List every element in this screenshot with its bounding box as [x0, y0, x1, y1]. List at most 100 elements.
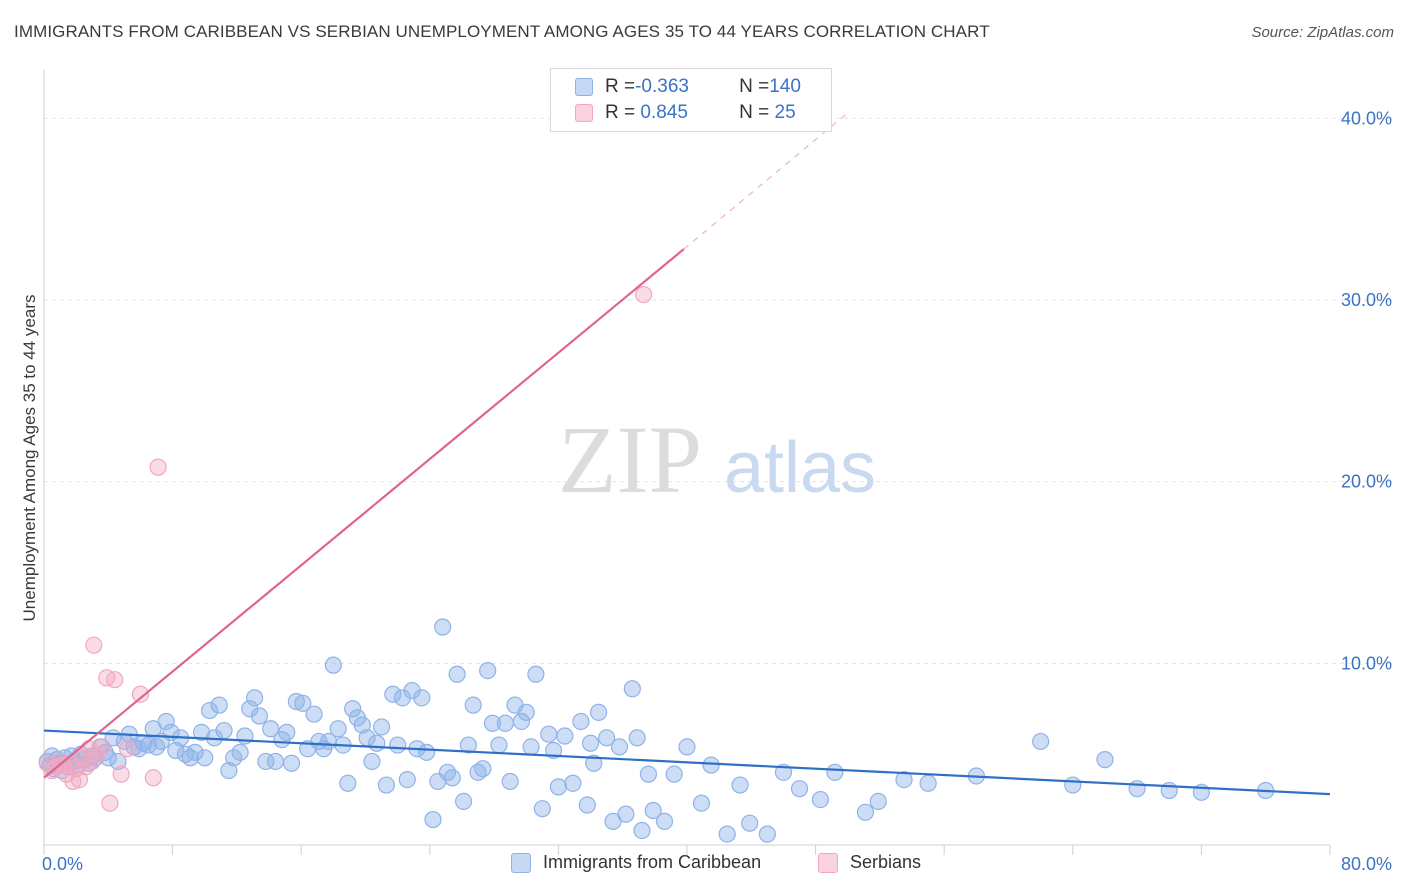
- caribbean-point: [282, 754, 301, 772]
- legend-n-label: N =: [739, 76, 770, 97]
- legend-r-label: R =: [605, 102, 636, 123]
- caribbean-point: [245, 689, 264, 707]
- caribbean-point: [464, 696, 482, 714]
- caribbean-point: [266, 752, 285, 771]
- watermark-atlas: atlas: [724, 428, 876, 508]
- caribbean-point: [250, 707, 269, 725]
- caribbean-point: [363, 752, 381, 771]
- caribbean-point: [210, 696, 228, 714]
- caribbean-point: [578, 796, 596, 814]
- caribbean-point: [512, 712, 531, 731]
- legend-label-serbians: Serbians: [850, 852, 922, 872]
- caribbean-point: [368, 734, 386, 752]
- legend-r-value: 0.845: [635, 102, 688, 123]
- serbian-point: [54, 756, 72, 774]
- trend-lines: [43, 112, 1331, 796]
- caribbean-point: [501, 772, 519, 791]
- caribbean-point: [479, 661, 497, 680]
- caribbean-point: [167, 741, 185, 760]
- caribbean-point: [741, 814, 759, 832]
- caribbean-point: [628, 729, 646, 747]
- caribbean-point: [147, 738, 166, 756]
- legend-row-serbians: R = 0.845 N = 25: [575, 101, 796, 125]
- caribbean-point: [702, 756, 720, 774]
- serbian-point: [64, 772, 82, 791]
- caribbean-point: [678, 738, 696, 756]
- serbian-point: [118, 740, 137, 758]
- x-tick-label: 80.0%: [1341, 854, 1392, 874]
- caribbean-point: [533, 800, 551, 818]
- legend-label-caribbean: Immigrants from Caribbean: [543, 852, 762, 872]
- serbian-trend-line: [43, 248, 685, 779]
- caribbean-point: [585, 754, 603, 772]
- watermark-zip: ZIP: [558, 406, 702, 513]
- serbian-point: [112, 765, 130, 783]
- caribbean-point: [610, 738, 629, 756]
- caribbean-point: [294, 694, 312, 712]
- caribbean-point: [655, 812, 674, 830]
- caribbean-point: [517, 703, 535, 721]
- gridlines: [44, 117, 1392, 664]
- caribbean-point: [665, 765, 683, 783]
- legend-r-label: R =: [605, 76, 636, 97]
- caribbean-point: [790, 780, 809, 798]
- serbian-point: [634, 285, 653, 304]
- caribbean-point: [196, 749, 214, 767]
- caribbean-point: [919, 774, 937, 792]
- caribbean-point: [758, 825, 776, 843]
- y-tick-label: 20.0%: [1341, 472, 1392, 492]
- caribbean-point: [483, 714, 502, 732]
- caribbean-point: [257, 752, 275, 771]
- caribbean-point: [474, 760, 492, 778]
- caribbean-point: [384, 685, 402, 703]
- caribbean-point: [1096, 751, 1114, 769]
- caribbean-point: [157, 712, 175, 731]
- chart-title: IMMIGRANTS FROM CARIBBEAN VS SERBIAN UNE…: [14, 22, 990, 41]
- caribbean-point: [278, 723, 296, 741]
- caribbean-point: [186, 743, 204, 761]
- correlation-legend: R = -0.363 N = 140 R = 0.845 N = 25: [550, 68, 832, 132]
- legend-swatch-serbians: [818, 852, 838, 873]
- serbian-point: [93, 738, 111, 756]
- caribbean-point: [417, 743, 436, 761]
- caribbean-point: [731, 776, 749, 794]
- y-tick-label: 40.0%: [1341, 108, 1392, 128]
- legend-n-value: 140: [769, 76, 801, 97]
- x-tick-label: 0.0%: [42, 854, 83, 874]
- caribbean-point: [589, 703, 608, 721]
- y-tick-label: 10.0%: [1341, 653, 1392, 673]
- caribbean-point: [181, 749, 199, 767]
- watermark: ZIP atlas: [558, 406, 876, 513]
- caribbean-point: [1032, 732, 1050, 751]
- caribbean-point: [692, 794, 711, 812]
- source-label: Source: ZipAtlas.com: [1251, 24, 1394, 41]
- caribbean-point: [231, 743, 249, 761]
- caribbean-point: [581, 734, 600, 752]
- caribbean-point: [109, 752, 127, 771]
- caribbean-point: [644, 801, 662, 820]
- legend-n-value: 25: [769, 102, 796, 123]
- caribbean-point: [718, 825, 736, 843]
- caribbean-point: [490, 736, 508, 754]
- caribbean-point: [617, 805, 635, 823]
- legend-row-caribbean: R = -0.363 N = 140: [575, 75, 801, 99]
- caribbean-point: [413, 689, 431, 707]
- caribbean-point: [339, 774, 357, 792]
- y-axis-label: Unemployment Among Ages 35 to 44 years: [20, 294, 39, 622]
- caribbean-point: [377, 776, 395, 794]
- caribbean-point: [639, 765, 658, 783]
- caribbean-point: [398, 770, 416, 789]
- legend-item-serbians[interactable]: Serbians: [818, 852, 921, 873]
- caribbean-point: [869, 792, 887, 811]
- legend-swatch-caribbean: [575, 78, 593, 96]
- caribbean-point: [329, 720, 347, 738]
- caribbean-point: [459, 736, 477, 754]
- caribbean-point: [443, 769, 461, 787]
- legend-r-value: -0.363: [635, 76, 689, 97]
- legend-item-caribbean[interactable]: Immigrants from Caribbean: [511, 852, 761, 873]
- caribbean-point: [564, 774, 582, 792]
- legend-n-label: N =: [739, 102, 770, 123]
- caribbean-point: [305, 705, 323, 723]
- caribbean-point: [556, 727, 574, 745]
